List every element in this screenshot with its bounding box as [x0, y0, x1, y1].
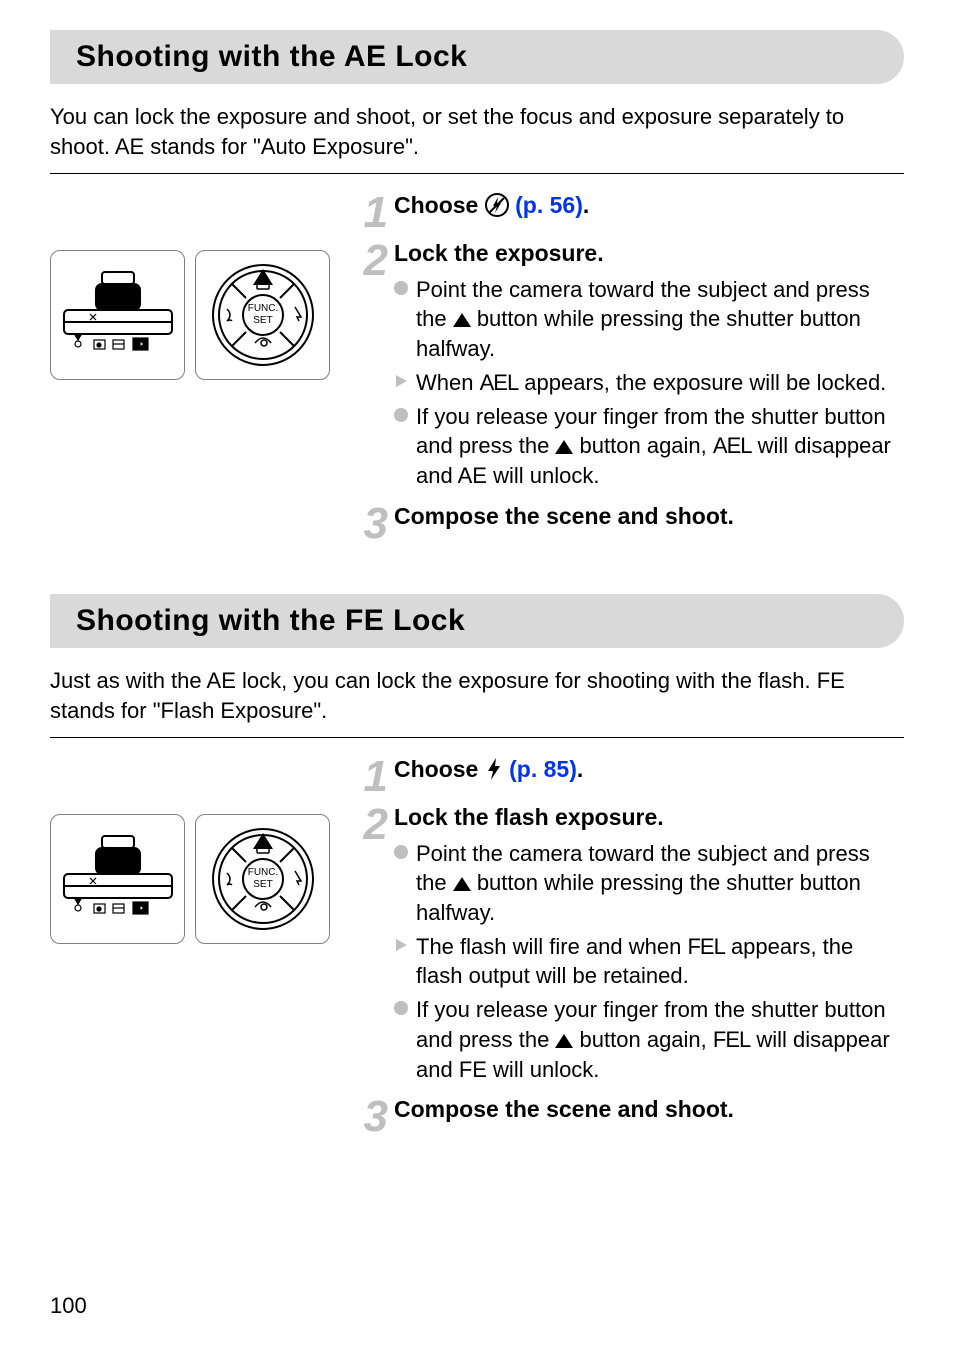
step-2-fe-bullets: Point the camera toward the subject and … — [394, 839, 904, 1085]
flash-on-icon — [485, 757, 503, 781]
step-1-ae: 1 Choose (p. 56). — [352, 192, 904, 231]
step-2-title: Lock the exposure. — [394, 240, 904, 267]
section-heading-ae: Shooting with the AE Lock — [50, 30, 904, 84]
step-number: 2 — [352, 242, 388, 279]
step-1-title: Choose (p. 56). — [394, 192, 904, 219]
bullet-text: When — [416, 370, 480, 395]
step-3-fe-title: Compose the scene and shoot. — [394, 1096, 904, 1123]
step-2-fe: 2 Lock the flash exposure. Point the cam… — [352, 804, 904, 1089]
bullet-text: appears, the exposure will be locked. — [518, 370, 886, 395]
func-label-bot: SET — [253, 879, 272, 890]
steps-list-fe: 1 Choose (p. 85). 2 Lock the flash exp — [352, 756, 904, 1143]
bullet-item: If you release your finger from the shut… — [394, 995, 904, 1084]
ael-symbol: AEL — [480, 370, 519, 395]
bullet-triangle-icon — [394, 938, 408, 952]
steps-ae: FUNC. SET 1 Choose — [50, 192, 904, 550]
fel-symbol: FEL — [687, 934, 724, 959]
bullet-dot-icon — [394, 281, 408, 295]
bullet-text: button again, — [573, 1027, 712, 1052]
step-2-ae: 2 Lock the exposure. Point the camera to… — [352, 240, 904, 495]
func-label-top: FUNC. — [247, 303, 278, 314]
flash-off-icon — [485, 193, 509, 217]
up-arrow-icon — [555, 1034, 573, 1048]
bullet-dot-icon — [394, 845, 408, 859]
bullet-text: button again, — [573, 433, 712, 458]
bullet-item: When AEL appears, the exposure will be l… — [394, 368, 904, 398]
up-arrow-icon — [453, 877, 471, 891]
step-3-ae: 3 Compose the scene and shoot. — [352, 503, 904, 542]
intro-fe: Just as with the AE lock, you can lock t… — [50, 666, 904, 725]
heading-ae-title: Shooting with the AE Lock — [76, 40, 884, 74]
bullet-dot-icon — [394, 1001, 408, 1015]
step-number: 3 — [352, 1098, 388, 1135]
step-1-fe-title: Choose (p. 85). — [394, 756, 904, 783]
illustration-column: FUNC. SET — [50, 756, 340, 944]
steps-fe: FUNC. SET 1 — [50, 756, 904, 1143]
step1-end: . — [583, 192, 589, 218]
illustration-column: FUNC. SET — [50, 192, 340, 380]
step-3-fe: 3 Compose the scene and shoot. — [352, 1096, 904, 1135]
bullet-text: button while pressing the shutter button… — [416, 306, 861, 361]
step-2-bullets: Point the camera toward the subject and … — [394, 275, 904, 491]
divider — [50, 173, 904, 174]
zoom-lever-diagram — [50, 250, 185, 380]
step1-end: . — [577, 756, 583, 782]
zoom-lever-diagram — [50, 814, 185, 944]
control-dial-diagram: FUNC. SET — [195, 250, 330, 380]
func-label-bot: SET — [253, 315, 272, 326]
step-1-fe: 1 Choose (p. 85). — [352, 756, 904, 795]
step-number: 3 — [352, 505, 388, 542]
page-number: 100 — [50, 1293, 87, 1319]
up-arrow-icon — [555, 440, 573, 454]
fel-symbol: FEL — [713, 1027, 750, 1052]
section-heading-fe: Shooting with the FE Lock — [50, 594, 904, 648]
page-ref-85[interactable]: (p. 85) — [509, 756, 577, 782]
bullet-item: Point the camera toward the subject and … — [394, 275, 904, 364]
step1-pre: Choose — [394, 192, 485, 218]
ael-symbol: AEL — [713, 433, 752, 458]
bullet-dot-icon — [394, 408, 408, 422]
step-number: 1 — [352, 758, 388, 795]
divider — [50, 737, 904, 738]
heading-fe-title: Shooting with the FE Lock — [76, 604, 884, 638]
up-arrow-icon — [453, 313, 471, 327]
func-label-top: FUNC. — [247, 867, 278, 878]
page-ref-56[interactable]: (p. 56) — [515, 192, 583, 218]
bullet-item: The flash will fire and when FEL appears… — [394, 932, 904, 991]
steps-list-ae: 1 Choose (p. 56). 2 Lock the exposure. — [352, 192, 904, 550]
intro-ae: You can lock the exposure and shoot, or … — [50, 102, 904, 161]
control-dial-diagram: FUNC. SET — [195, 814, 330, 944]
bullet-item: Point the camera toward the subject and … — [394, 839, 904, 928]
bullet-text: The flash will fire and when — [416, 934, 687, 959]
step-2-fe-title: Lock the flash exposure. — [394, 804, 904, 831]
bullet-triangle-icon — [394, 374, 408, 388]
section-fe: Shooting with the FE Lock Just as with t… — [50, 594, 904, 1144]
bullet-text: button while pressing the shutter button… — [416, 870, 861, 925]
step-number: 1 — [352, 194, 388, 231]
step-number: 2 — [352, 806, 388, 843]
bullet-item: If you release your finger from the shut… — [394, 402, 904, 491]
step1-pre: Choose — [394, 756, 485, 782]
step-3-title: Compose the scene and shoot. — [394, 503, 904, 530]
